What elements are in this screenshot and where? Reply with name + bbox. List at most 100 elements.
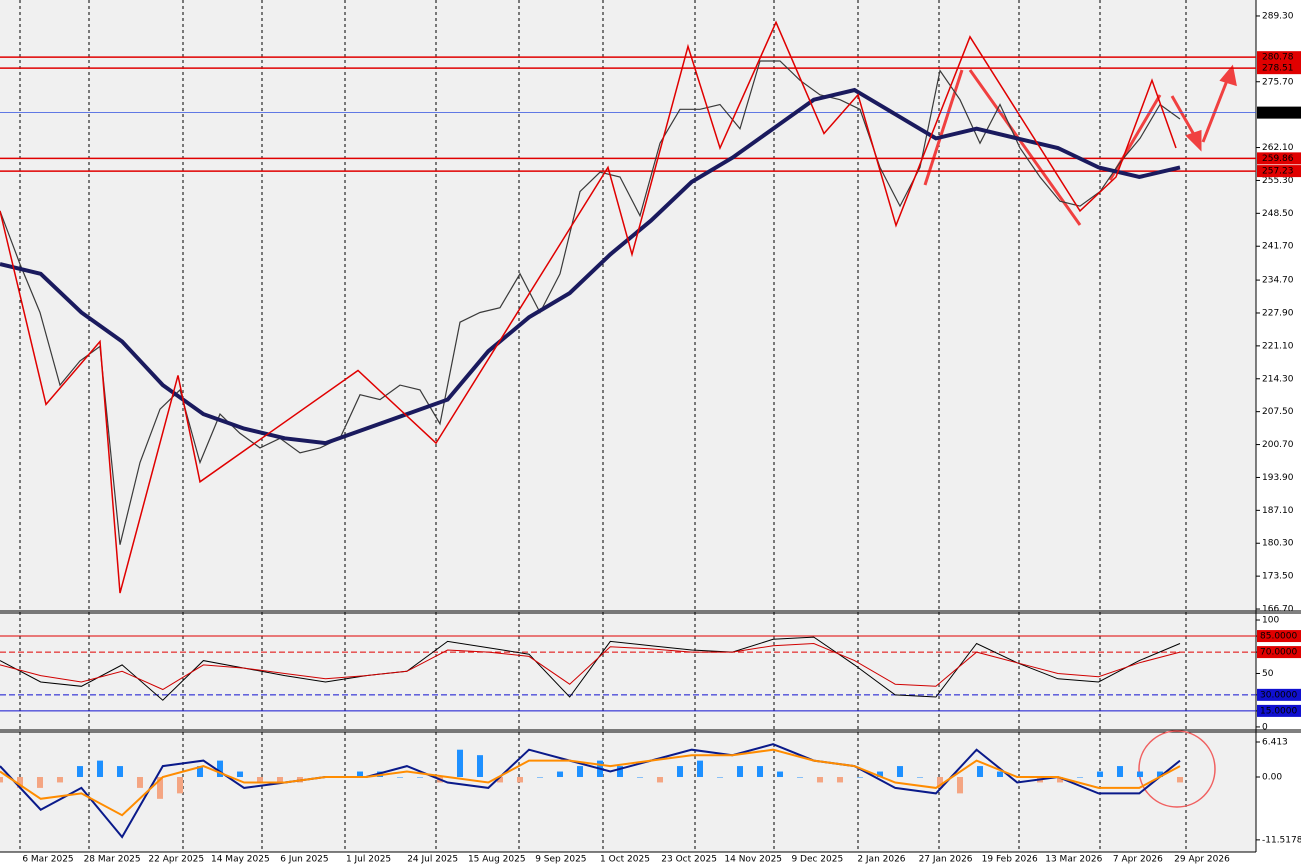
y-tick-label: 193.90	[1262, 473, 1294, 483]
histogram-bar	[457, 749, 463, 777]
histogram-bar	[537, 776, 543, 778]
level-label: 269.32	[1262, 108, 1294, 118]
histogram-bar	[817, 776, 823, 783]
x-tick-label: 9 Dec 2025	[791, 855, 843, 865]
level-label-box	[1257, 51, 1301, 64]
line	[0, 748, 1181, 817]
histogram-bar	[857, 776, 863, 778]
histogram-bar	[517, 776, 523, 783]
x-tick-label: 7 Apr 2026	[1113, 855, 1163, 865]
level-label: 280.78	[1262, 53, 1294, 63]
histogram-bar	[357, 771, 363, 777]
x-tick-label: 9 Sep 2025	[535, 855, 586, 865]
histogram-bar	[1077, 776, 1083, 778]
histogram-bar	[917, 776, 923, 778]
histogram-bar	[17, 776, 23, 788]
level-label: 257.23	[1262, 167, 1294, 177]
histogram-bar	[257, 776, 263, 783]
y-tick-label: 85.0000	[1260, 632, 1297, 642]
y-tick-label: 166.70	[1262, 605, 1294, 615]
histogram-bar	[77, 766, 83, 777]
level-label-box	[1257, 688, 1301, 701]
x-tick-label: 19 Feb 2026	[982, 855, 1038, 865]
y-tick-label: -11.5178	[1262, 835, 1301, 845]
y-tick-label: 0.00	[1262, 772, 1282, 782]
y-tick-label: 248.50	[1262, 209, 1294, 219]
histogram-bar	[617, 766, 623, 777]
histogram-bar	[417, 776, 423, 778]
histogram-bar	[557, 771, 563, 777]
y-tick-label: 173.50	[1262, 572, 1294, 582]
forecast-arrows	[923, 64, 1237, 226]
level-label-box	[1257, 152, 1301, 165]
histogram-bar	[957, 776, 963, 794]
histogram-bar	[1057, 776, 1063, 783]
histogram-bar	[697, 760, 703, 777]
histogram-bar	[497, 776, 503, 783]
level-label-box	[1257, 704, 1301, 717]
histogram-bar	[217, 760, 223, 777]
histogram-bar	[937, 776, 943, 788]
histogram-bar	[57, 776, 63, 783]
y-tick-label: 234.70	[1262, 276, 1294, 286]
level-label-box	[1257, 165, 1301, 178]
x-tick-label: 22 Apr 2025	[148, 855, 204, 865]
x-tick-label: 24 Jul 2025	[407, 855, 458, 865]
histogram-bar	[1137, 771, 1143, 777]
x-tick-label: 14 Nov 2025	[724, 855, 782, 865]
y-tick-label: 241.70	[1262, 242, 1294, 252]
highlight-circle	[1138, 730, 1216, 808]
level-label: 259.86	[1262, 154, 1294, 164]
y-tick-label: 207.50	[1262, 407, 1294, 417]
histogram-bar	[737, 766, 743, 777]
level-label-box	[1257, 630, 1301, 643]
y-tick-label: 289.30	[1262, 11, 1294, 21]
histogram-bar	[117, 766, 123, 777]
y-tick-label: 6.413	[1262, 737, 1288, 747]
y-tick-label: 50	[1262, 669, 1274, 679]
x-tick-label: 27 Jan 2026	[919, 855, 973, 865]
histogram-bar	[97, 760, 103, 777]
x-tick-label: 6 Jun 2025	[280, 855, 328, 865]
y-tick-label: 255.30	[1262, 176, 1294, 186]
histogram-bar	[1177, 776, 1183, 783]
histogram-bar	[657, 776, 663, 783]
histogram-bar	[877, 771, 883, 777]
zigzag	[0, 20, 1177, 594]
y-tick-label: 227.90	[1262, 308, 1294, 318]
level-label-box	[1257, 106, 1301, 119]
histogram-bar	[197, 766, 203, 777]
histogram-bar	[577, 766, 583, 777]
level-label: 278.51	[1262, 64, 1294, 74]
histogram-bar	[997, 771, 1003, 777]
histogram-bar	[1157, 771, 1163, 777]
histogram-bar	[837, 776, 843, 783]
histogram-bar	[977, 766, 983, 777]
x-tick-label: 15 Aug 2025	[468, 855, 526, 865]
y-tick-label: 275.70	[1262, 77, 1294, 87]
x-tick-label: 6 Mar 2025	[22, 855, 73, 865]
line	[0, 636, 1181, 701]
histogram-bar	[177, 776, 183, 794]
y-tick-label: 0	[1262, 722, 1268, 732]
line	[0, 60, 1181, 545]
histogram-bar	[0, 776, 3, 783]
x-tick-label: 14 May 2025	[211, 855, 270, 865]
line	[0, 743, 1181, 839]
x-tick-label: 29 Apr 2026	[1174, 855, 1230, 865]
histogram-bar	[897, 766, 903, 777]
histogram-bar	[277, 776, 283, 783]
histogram-bar	[237, 771, 243, 777]
x-tick-label: 1 Jul 2025	[346, 855, 391, 865]
x-tick-label: 2 Jan 2026	[857, 855, 905, 865]
line	[0, 642, 1181, 691]
histogram-bar	[1097, 771, 1103, 777]
histogram-bar	[677, 766, 683, 777]
histogram-bar	[637, 776, 643, 778]
histogram-bar	[777, 771, 783, 777]
histogram-bar	[797, 776, 803, 778]
level-label-box	[1257, 62, 1301, 75]
y-tick-label: 214.30	[1262, 374, 1294, 384]
y-tick-label: 262.10	[1262, 143, 1294, 153]
